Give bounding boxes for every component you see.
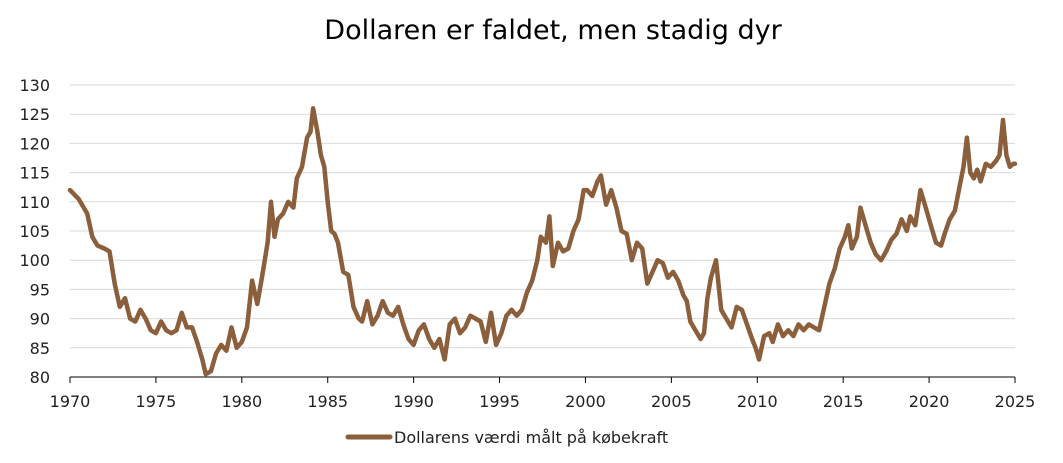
legend: Dollarens værdi målt på købekraft [345, 428, 668, 447]
y-tick-label: 80 [30, 368, 50, 387]
x-tick-label: 1980 [221, 392, 262, 411]
x-tick-label: 1970 [50, 392, 91, 411]
y-tick-label: 115 [19, 164, 50, 183]
x-axis-ticks: 1970 1975 1980 1985 1990 1995 2000 2005 2010 2015… [50, 377, 1036, 411]
x-tick-label: 1975 [136, 392, 177, 411]
x-tick-label: 2000 [565, 392, 606, 411]
chart-title: Dollaren er faldet, men stadig dyr [324, 15, 782, 46]
x-tick-label: 1995 [479, 392, 520, 411]
y-tick-label: 100 [19, 251, 50, 270]
series-line-dollarens-vaerdi [67, 106, 1018, 377]
x-tick-label: 1990 [393, 392, 434, 411]
grid-lines [70, 84, 1015, 349]
y-axis-ticks: 80 85 90 95 100 105 110 115 120 125 130 [19, 76, 50, 387]
y-tick-label: 105 [19, 222, 50, 241]
x-tick-label: 2020 [909, 392, 950, 411]
y-tick-label: 90 [30, 310, 50, 329]
y-tick-label: 110 [19, 193, 50, 212]
y-tick-label: 130 [19, 76, 50, 95]
x-tick-label: 2005 [651, 392, 692, 411]
y-tick-label: 120 [19, 134, 50, 153]
x-tick-label: 2015 [823, 392, 864, 411]
x-tick-label: 2025 [995, 392, 1036, 411]
y-tick-label: 85 [30, 339, 50, 358]
y-tick-label: 95 [30, 280, 50, 299]
x-tick-label: 1985 [307, 392, 348, 411]
legend-label: Dollarens værdi målt på købekraft [394, 428, 668, 447]
y-tick-label: 125 [19, 105, 50, 124]
x-tick-label: 2010 [737, 392, 778, 411]
